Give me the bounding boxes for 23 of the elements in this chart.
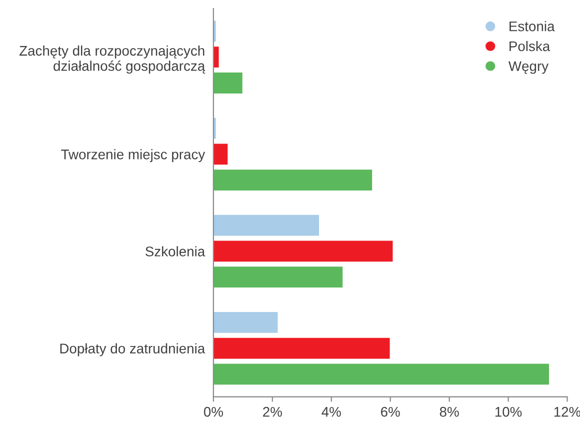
legend-label: Węgry	[508, 61, 549, 74]
bar	[213, 142, 229, 166]
x-tick-label: 10%	[495, 406, 522, 417]
y-tick-label: Tworzenie miejsc pracy	[61, 149, 206, 162]
bar	[213, 240, 394, 263]
legend-label: Polska	[510, 40, 550, 52]
bar	[213, 46, 220, 69]
bar	[213, 168, 374, 192]
x-tick-label: 8%	[440, 406, 459, 417]
x-tick-label: 4%	[322, 406, 341, 417]
bar	[213, 214, 320, 237]
y-tick-label: Szkolenia	[146, 246, 206, 256]
bar	[213, 266, 344, 289]
y-tick-label: Zachęty dla rozpoczynających działalność gospodarczą	[20, 46, 206, 74]
x-tick-label: 0%	[204, 406, 223, 417]
bar	[213, 362, 550, 386]
x-tick-label: 2%	[263, 406, 282, 417]
x-tick-label: 6%	[381, 406, 400, 417]
bar	[213, 71, 244, 95]
legend-label: Estonia	[510, 21, 555, 32]
y-tick-label: Dopłaty do zatrudnienia	[60, 343, 206, 356]
bar	[213, 336, 391, 360]
bar	[213, 310, 279, 334]
